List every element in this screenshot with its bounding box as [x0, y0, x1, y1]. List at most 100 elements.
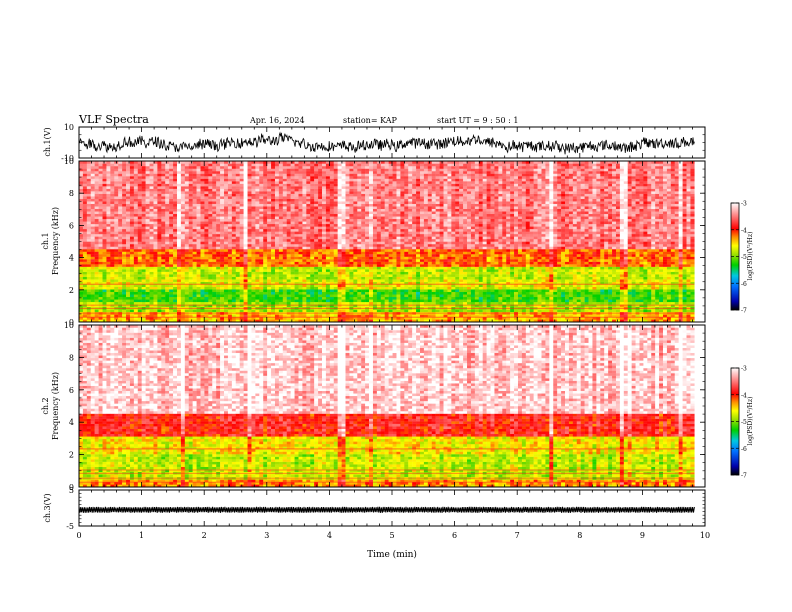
ch1-spec-cell [220, 211, 225, 215]
ch1-spec-cell [212, 238, 217, 242]
ch1-spec-cell [318, 254, 323, 257]
ch1-spec-cell [110, 238, 115, 242]
ch1-spec-cell [267, 301, 272, 305]
ch1-spec-cell [353, 181, 358, 184]
ch1-spec-cell [255, 221, 260, 225]
ch1-spec-cell [263, 216, 268, 220]
ch1-x-ticks [78, 127, 706, 158]
ch1-spec-cell [149, 274, 154, 277]
ch1-spec-cell [141, 231, 146, 235]
ch1-spec-cell [259, 279, 264, 282]
ch1-spec-cell [329, 233, 334, 237]
ch1-spec-cell [106, 203, 111, 207]
ch1-spec-cell [145, 168, 150, 172]
ch1-spec-cell [204, 264, 209, 267]
ch1-spec-cell [274, 316, 280, 320]
ch1-spec-cell [161, 201, 166, 204]
ch1-spec-cell [294, 314, 299, 318]
ch1-spec-cell [149, 233, 154, 237]
ch1-spec-cell [357, 216, 362, 220]
ch1-spec-cell [98, 161, 103, 164]
ch1-spec-cell [365, 301, 370, 305]
ch1-spec-cell [220, 271, 225, 275]
ch1-spec-cell [243, 228, 248, 232]
ch1-spec-cell [102, 183, 107, 187]
ch1-spec-cell [165, 226, 170, 230]
ch1-spec-cell [145, 193, 150, 197]
ch1-spec-cell [235, 223, 240, 227]
ch1-spec-cell [372, 289, 378, 293]
ch1-spec-cell [196, 186, 201, 189]
ch1-spec-cell [349, 259, 354, 262]
ch1-spec-cell [126, 299, 131, 303]
ch1-spec-cell [333, 299, 338, 303]
ch1-spec-cell [345, 173, 350, 177]
ch1-spec-cell [349, 314, 354, 318]
ch1-spec-cell [365, 271, 370, 275]
ch1-spec-cell [267, 264, 272, 267]
ch1-spec-cell [318, 183, 323, 187]
ch1-spec-cell [208, 286, 213, 290]
ch1-spec-cell [341, 264, 346, 267]
ch1-spec-cell [224, 274, 229, 277]
ch1-spec-cell [141, 171, 146, 174]
ch1-spec-cell [126, 276, 131, 280]
ch1-spec-cell [149, 249, 154, 252]
ch1-spec-cell [282, 299, 287, 303]
ch1-spec-cell [286, 301, 291, 305]
ch1-spec-cell [263, 301, 268, 305]
ch1-spec-cell [372, 196, 378, 199]
ch1-spec-cell [369, 279, 374, 282]
ch1-spec-cell [141, 274, 146, 277]
ch1-spec-cell [157, 261, 162, 265]
ch1-spec-cell [129, 181, 135, 184]
ch1-spec-cell [231, 309, 236, 313]
ch1-spec-cell [220, 213, 225, 217]
ch1-spec-cell [94, 181, 99, 184]
ch1-spec-cell [102, 301, 107, 305]
ch1-spec-cell [369, 226, 374, 230]
ch1-spec-cell [318, 246, 323, 250]
ch1-spec-cell [180, 316, 186, 320]
ch1-spec-cell [204, 281, 209, 285]
ch1-spec-cell [298, 166, 303, 169]
ch1-spec-cell [114, 171, 119, 174]
ch1-spec-cell [314, 299, 319, 303]
ch1-spec-cell [82, 259, 88, 262]
ch1-spec-cell [79, 191, 84, 194]
ch1-spec-cell [137, 223, 142, 227]
ch1-spec-cell [329, 208, 334, 212]
ch1-spec-cell [341, 181, 346, 184]
ch1-spec-cell [114, 244, 119, 247]
ch1-spec-cell [259, 314, 264, 318]
ch1-spec-cell [161, 163, 166, 167]
ch1-spec-cell [243, 216, 248, 220]
ch1-spec-cell [106, 291, 111, 295]
ch1-spec-cell [251, 261, 256, 265]
ch1-spec-cell [204, 254, 209, 257]
ch1-spec-cell [243, 161, 248, 164]
ch1-spec-cell [365, 251, 370, 255]
ch1-spec-cell [176, 264, 182, 267]
ch1-spec-cell [149, 206, 154, 209]
ch1-spec-cell [169, 226, 174, 230]
ch1-spec-cell [90, 186, 95, 189]
ch1-spec-cell [231, 166, 236, 169]
ch1-spec-cell [157, 241, 162, 245]
ch1-spec-cell [94, 291, 99, 295]
ch1-spec-cell [94, 259, 99, 262]
ch1-spec-cell [153, 259, 158, 262]
ch1-spec-cell [298, 193, 303, 197]
ch1-spec-cell [369, 266, 374, 270]
ch1-spec-cell [227, 196, 233, 199]
ch1-spec-cell [208, 264, 213, 267]
ch1-spec-cell [126, 213, 131, 217]
ch1-spec-cell [290, 196, 295, 199]
ch1-spec-cell [118, 264, 123, 267]
ch1-spec-cell [247, 291, 252, 295]
ch1-spec-cell [345, 218, 350, 222]
ch1-spec-cell [192, 201, 197, 204]
ch1-spec-cell [357, 226, 362, 230]
ch1-spec-cell [153, 304, 158, 308]
ch1-spec-cell [161, 279, 166, 282]
